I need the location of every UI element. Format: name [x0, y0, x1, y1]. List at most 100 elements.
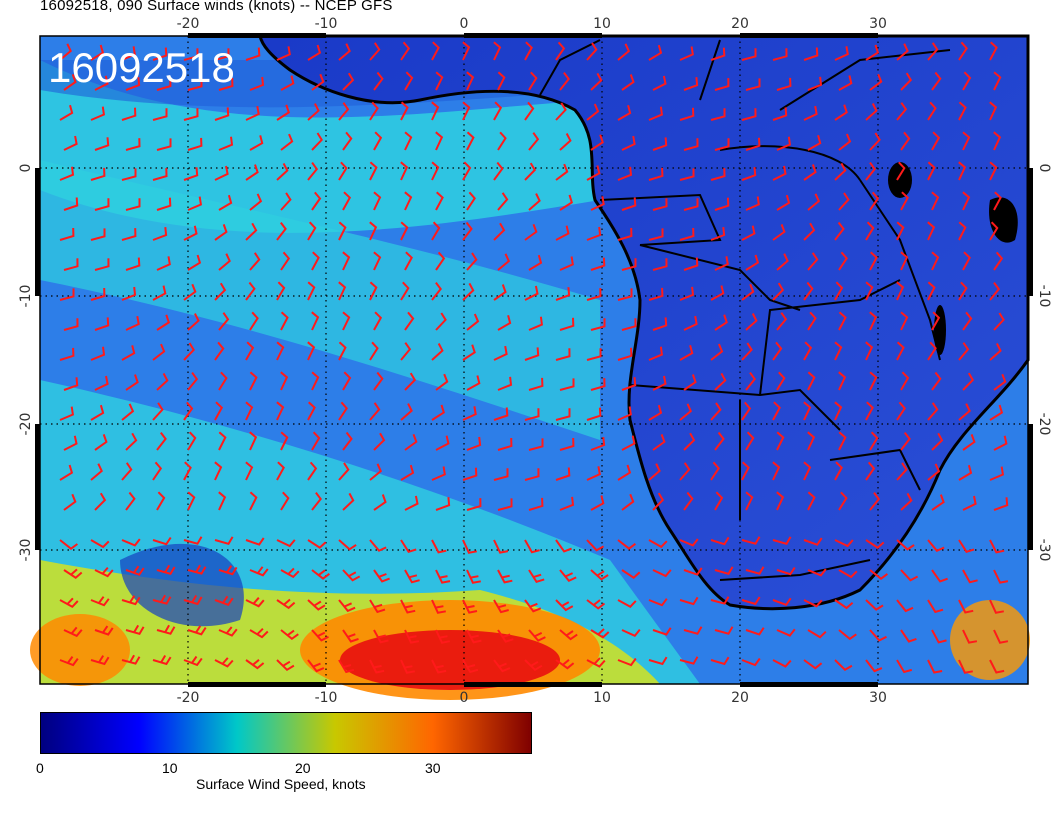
wind-barb [586, 539, 605, 552]
wind-barb [555, 163, 569, 181]
wind-barb [776, 628, 796, 637]
wind-barb [435, 435, 450, 451]
wind-barb [63, 197, 79, 211]
wind-barb [497, 437, 513, 451]
wind-barb [524, 347, 540, 361]
wind-barb [493, 599, 509, 614]
wind-barb [772, 282, 785, 301]
wind-barb [183, 655, 203, 667]
wind-barb [307, 659, 325, 673]
wind-barb [245, 341, 255, 361]
wind-barb [559, 71, 570, 91]
wind-barb [493, 539, 509, 554]
wind-barb [652, 375, 667, 391]
colorbar-tick: 20 [295, 760, 311, 776]
wind-barb [710, 285, 725, 301]
wind-barb [900, 371, 910, 391]
wind-barb [63, 377, 79, 391]
wind-barb [927, 463, 941, 481]
wind-barb [276, 104, 290, 121]
wind-barb [834, 461, 843, 481]
wind-barb [776, 136, 791, 151]
wind-barb [555, 102, 567, 121]
wind-barb [373, 569, 390, 583]
wind-barb [931, 371, 942, 391]
wind-barb [927, 281, 936, 301]
wind-barb [993, 71, 1002, 91]
wind-barb [497, 376, 513, 391]
wind-barb [307, 341, 316, 361]
wind-barb [497, 569, 513, 584]
wind-barb [373, 629, 389, 644]
wind-barb [807, 135, 822, 151]
wind-barb [714, 431, 725, 451]
wind-barb [989, 282, 1001, 301]
wind-barb [245, 401, 254, 421]
wind-barb [311, 569, 330, 580]
wind-barb [993, 569, 1009, 584]
wind-barb [183, 342, 195, 361]
wind-barb [524, 101, 535, 121]
wind-barb [59, 539, 78, 550]
wind-barb [125, 624, 145, 635]
wind-barb [838, 491, 848, 511]
wind-barb [617, 227, 633, 241]
wind-barb [524, 408, 540, 421]
wind-barb [94, 434, 108, 451]
wind-barb [900, 431, 911, 451]
wind-barb [280, 491, 290, 511]
wind-barb [834, 539, 854, 548]
wind-barb [249, 193, 263, 211]
wind-barb [900, 629, 917, 643]
wind-barb [187, 491, 196, 511]
wind-barb [962, 191, 971, 211]
wind-barb [156, 491, 166, 511]
wind-barb [342, 569, 361, 582]
wind-barb [962, 629, 978, 644]
wind-barb [187, 313, 200, 331]
wind-barb [187, 254, 202, 271]
wind-barb [156, 78, 172, 91]
wind-barb [528, 71, 538, 91]
wind-barb [931, 191, 940, 211]
wind-barb [342, 72, 355, 91]
wind-barb [125, 432, 138, 451]
wind-barb [214, 341, 225, 361]
wind-barbs [59, 41, 1009, 674]
wind-barb [745, 431, 755, 451]
wind-barb [865, 44, 880, 61]
wind-barb [338, 281, 347, 301]
wind-barb [94, 317, 110, 331]
wind-barb [528, 316, 543, 331]
wind-barb [989, 539, 1005, 554]
wind-barb [276, 598, 296, 610]
wind-barb [528, 497, 544, 511]
wind-barb [931, 311, 941, 331]
wind-barb [125, 77, 141, 91]
wind-barb [94, 566, 114, 578]
wind-barb [400, 221, 409, 241]
wind-barb [621, 569, 641, 579]
wind-barb [342, 431, 353, 451]
colorbar [40, 712, 532, 754]
wind-barb [741, 48, 757, 61]
wind-barb [621, 197, 637, 211]
wind-barb [683, 374, 697, 391]
wind-barb [683, 77, 699, 91]
wind-barb [307, 103, 320, 121]
wind-barb [958, 539, 975, 553]
wind-barb [865, 341, 874, 361]
wind-barb [989, 659, 1005, 674]
wind-barb [218, 194, 233, 211]
wind-barb [466, 629, 482, 644]
wind-barb [466, 569, 481, 584]
wind-barb [125, 565, 145, 576]
wind-barb [838, 569, 858, 579]
wind-barb [187, 78, 203, 91]
wind-barb [838, 75, 853, 91]
lon-tick-bottom: -20 [177, 690, 200, 706]
wind-barb [156, 624, 176, 635]
wind-barb [218, 136, 234, 151]
wind-barb [989, 161, 998, 181]
wind-barb [838, 311, 847, 331]
